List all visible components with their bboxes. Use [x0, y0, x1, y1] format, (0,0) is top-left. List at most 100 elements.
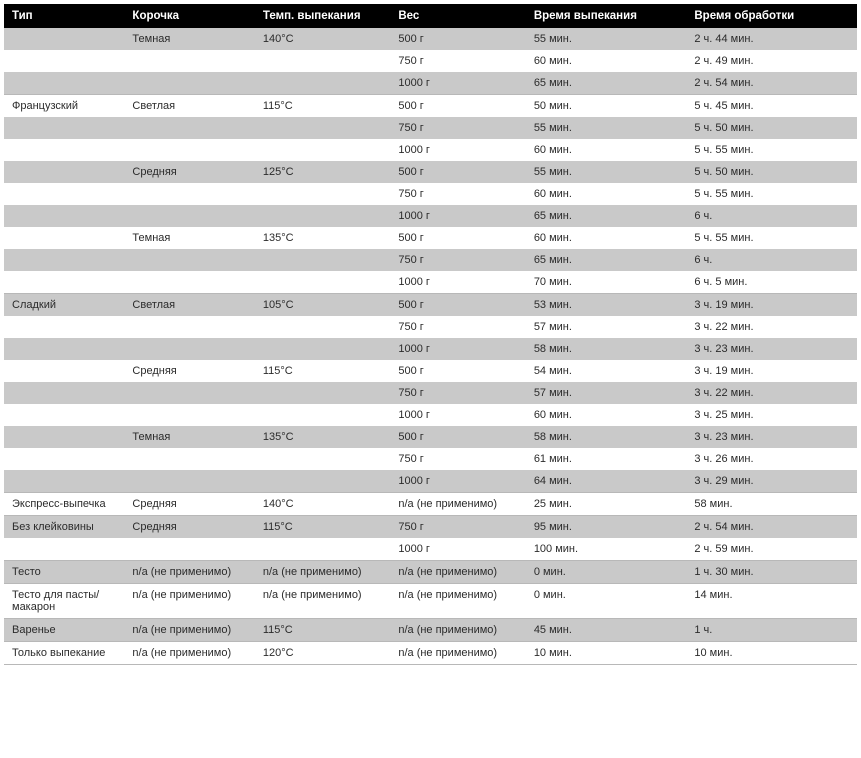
table-cell: 3 ч. 26 мин.: [686, 448, 857, 470]
table-cell: [4, 360, 124, 382]
table-cell: [4, 161, 124, 183]
table-cell: 750 г: [390, 382, 525, 404]
col-head-total-time: Время обработки: [686, 4, 857, 28]
table-cell: 2 ч. 59 мин.: [686, 538, 857, 560]
table-cell: [255, 382, 390, 404]
table-cell: [4, 139, 124, 161]
table-cell: [124, 382, 254, 404]
table-row: 1000 г65 мин.6 ч.: [4, 205, 857, 227]
table-cell: Темная: [124, 426, 254, 448]
table-cell: Средняя: [124, 161, 254, 183]
table-cell: 55 мин.: [526, 117, 687, 139]
table-cell: 750 г: [390, 50, 525, 72]
table-cell: 1000 г: [390, 538, 525, 560]
table-cell: 500 г: [390, 360, 525, 382]
table-cell: 6 ч. 5 мин.: [686, 271, 857, 293]
table-row: Средняя115°C500 г54 мин.3 ч. 19 мин.: [4, 360, 857, 382]
col-head-type: Тип: [4, 4, 124, 28]
table-cell: 53 мин.: [526, 294, 687, 316]
table-cell: 500 г: [390, 95, 525, 117]
table-cell: 1000 г: [390, 404, 525, 426]
table-cell: n/a (не применимо): [390, 584, 525, 618]
table-cell: n/a (не применимо): [124, 561, 254, 583]
table-cell: n/a (не применимо): [390, 642, 525, 664]
table-cell: [124, 183, 254, 205]
col-head-bake-time: Время выпекания: [526, 4, 687, 28]
table-cell: 61 мин.: [526, 448, 687, 470]
table-cell: 58 мин.: [526, 426, 687, 448]
table-row: 750 г61 мин.3 ч. 26 мин.: [4, 448, 857, 470]
table-cell: 3 ч. 19 мин.: [686, 360, 857, 382]
table-cell: 1000 г: [390, 470, 525, 492]
table-cell: 3 ч. 23 мин.: [686, 338, 857, 360]
baking-table: Тип Корочка Темп. выпекания Вес Время вы…: [4, 4, 857, 665]
table-cell: [255, 448, 390, 470]
table-cell: 1000 г: [390, 338, 525, 360]
table-cell: 6 ч.: [686, 205, 857, 227]
table-row: 750 г60 мин.2 ч. 49 мин.: [4, 50, 857, 72]
table-cell: 3 ч. 22 мин.: [686, 382, 857, 404]
table-row: Темная135°C500 г58 мин.3 ч. 23 мин.: [4, 426, 857, 448]
table-cell: [124, 117, 254, 139]
table-cell: 0 мин.: [526, 584, 687, 618]
table-cell: Сладкий: [4, 294, 124, 316]
table-cell: 95 мин.: [526, 516, 687, 538]
table-row: 750 г60 мин.5 ч. 55 мин.: [4, 183, 857, 205]
table-cell: [255, 470, 390, 492]
table-cell: Экспресс-выпечка: [4, 493, 124, 515]
table-cell: 5 ч. 50 мин.: [686, 117, 857, 139]
table-cell: [4, 205, 124, 227]
table-cell: [255, 249, 390, 271]
table-row: 1000 г100 мин.2 ч. 59 мин.: [4, 538, 857, 560]
table-cell: [255, 538, 390, 560]
table-cell: 750 г: [390, 316, 525, 338]
table-cell: 55 мин.: [526, 161, 687, 183]
table-row: ФранцузскийСветлая115°C500 г50 мин.5 ч. …: [4, 95, 857, 117]
table-row: 1000 г60 мин.3 ч. 25 мин.: [4, 404, 857, 426]
table-cell: 125°C: [255, 161, 390, 183]
table-cell: [4, 72, 124, 94]
table-cell: [4, 338, 124, 360]
table-cell: 60 мин.: [526, 404, 687, 426]
table-row: 750 г65 мин.6 ч.: [4, 249, 857, 271]
table-cell: 1 ч. 30 мин.: [686, 561, 857, 583]
table-cell: Французский: [4, 95, 124, 117]
table-cell: [4, 404, 124, 426]
table-cell: 70 мин.: [526, 271, 687, 293]
table-cell: [255, 50, 390, 72]
table-cell: n/a (не применимо): [124, 584, 254, 618]
table-cell: [4, 227, 124, 249]
table-cell: [124, 316, 254, 338]
table-cell: [124, 470, 254, 492]
table-cell: 64 мин.: [526, 470, 687, 492]
table-cell: 2 ч. 44 мин.: [686, 28, 857, 50]
table-cell: 25 мин.: [526, 493, 687, 515]
table-row: Без клейковиныСредняя115°C750 г95 мин.2 …: [4, 516, 857, 538]
table-row: Темная135°C500 г60 мин.5 ч. 55 мин.: [4, 227, 857, 249]
table-cell: n/a (не применимо): [390, 561, 525, 583]
table-cell: 10 мин.: [686, 642, 857, 664]
col-head-weight: Вес: [390, 4, 525, 28]
table-cell: 2 ч. 54 мин.: [686, 72, 857, 94]
table-cell: 5 ч. 55 мин.: [686, 139, 857, 161]
table-cell: [124, 205, 254, 227]
table-cell: 100 мин.: [526, 538, 687, 560]
table-cell: 140°C: [255, 493, 390, 515]
table-cell: 750 г: [390, 448, 525, 470]
table-cell: 1000 г: [390, 72, 525, 94]
table-cell: 54 мин.: [526, 360, 687, 382]
table-cell: [4, 249, 124, 271]
table-cell: 500 г: [390, 294, 525, 316]
table-cell: 50 мин.: [526, 95, 687, 117]
table-cell: [4, 316, 124, 338]
table-cell: 3 ч. 22 мин.: [686, 316, 857, 338]
table-cell: [124, 50, 254, 72]
table-cell: 135°C: [255, 426, 390, 448]
table-cell: [4, 271, 124, 293]
table-cell: 500 г: [390, 227, 525, 249]
table-cell: Темная: [124, 227, 254, 249]
table-cell: 105°C: [255, 294, 390, 316]
table-row: 1000 г58 мин.3 ч. 23 мин.: [4, 338, 857, 360]
table-row: Экспресс-выпечкаСредняя140°Cn/a (не прим…: [4, 493, 857, 515]
table-cell: 45 мин.: [526, 619, 687, 641]
